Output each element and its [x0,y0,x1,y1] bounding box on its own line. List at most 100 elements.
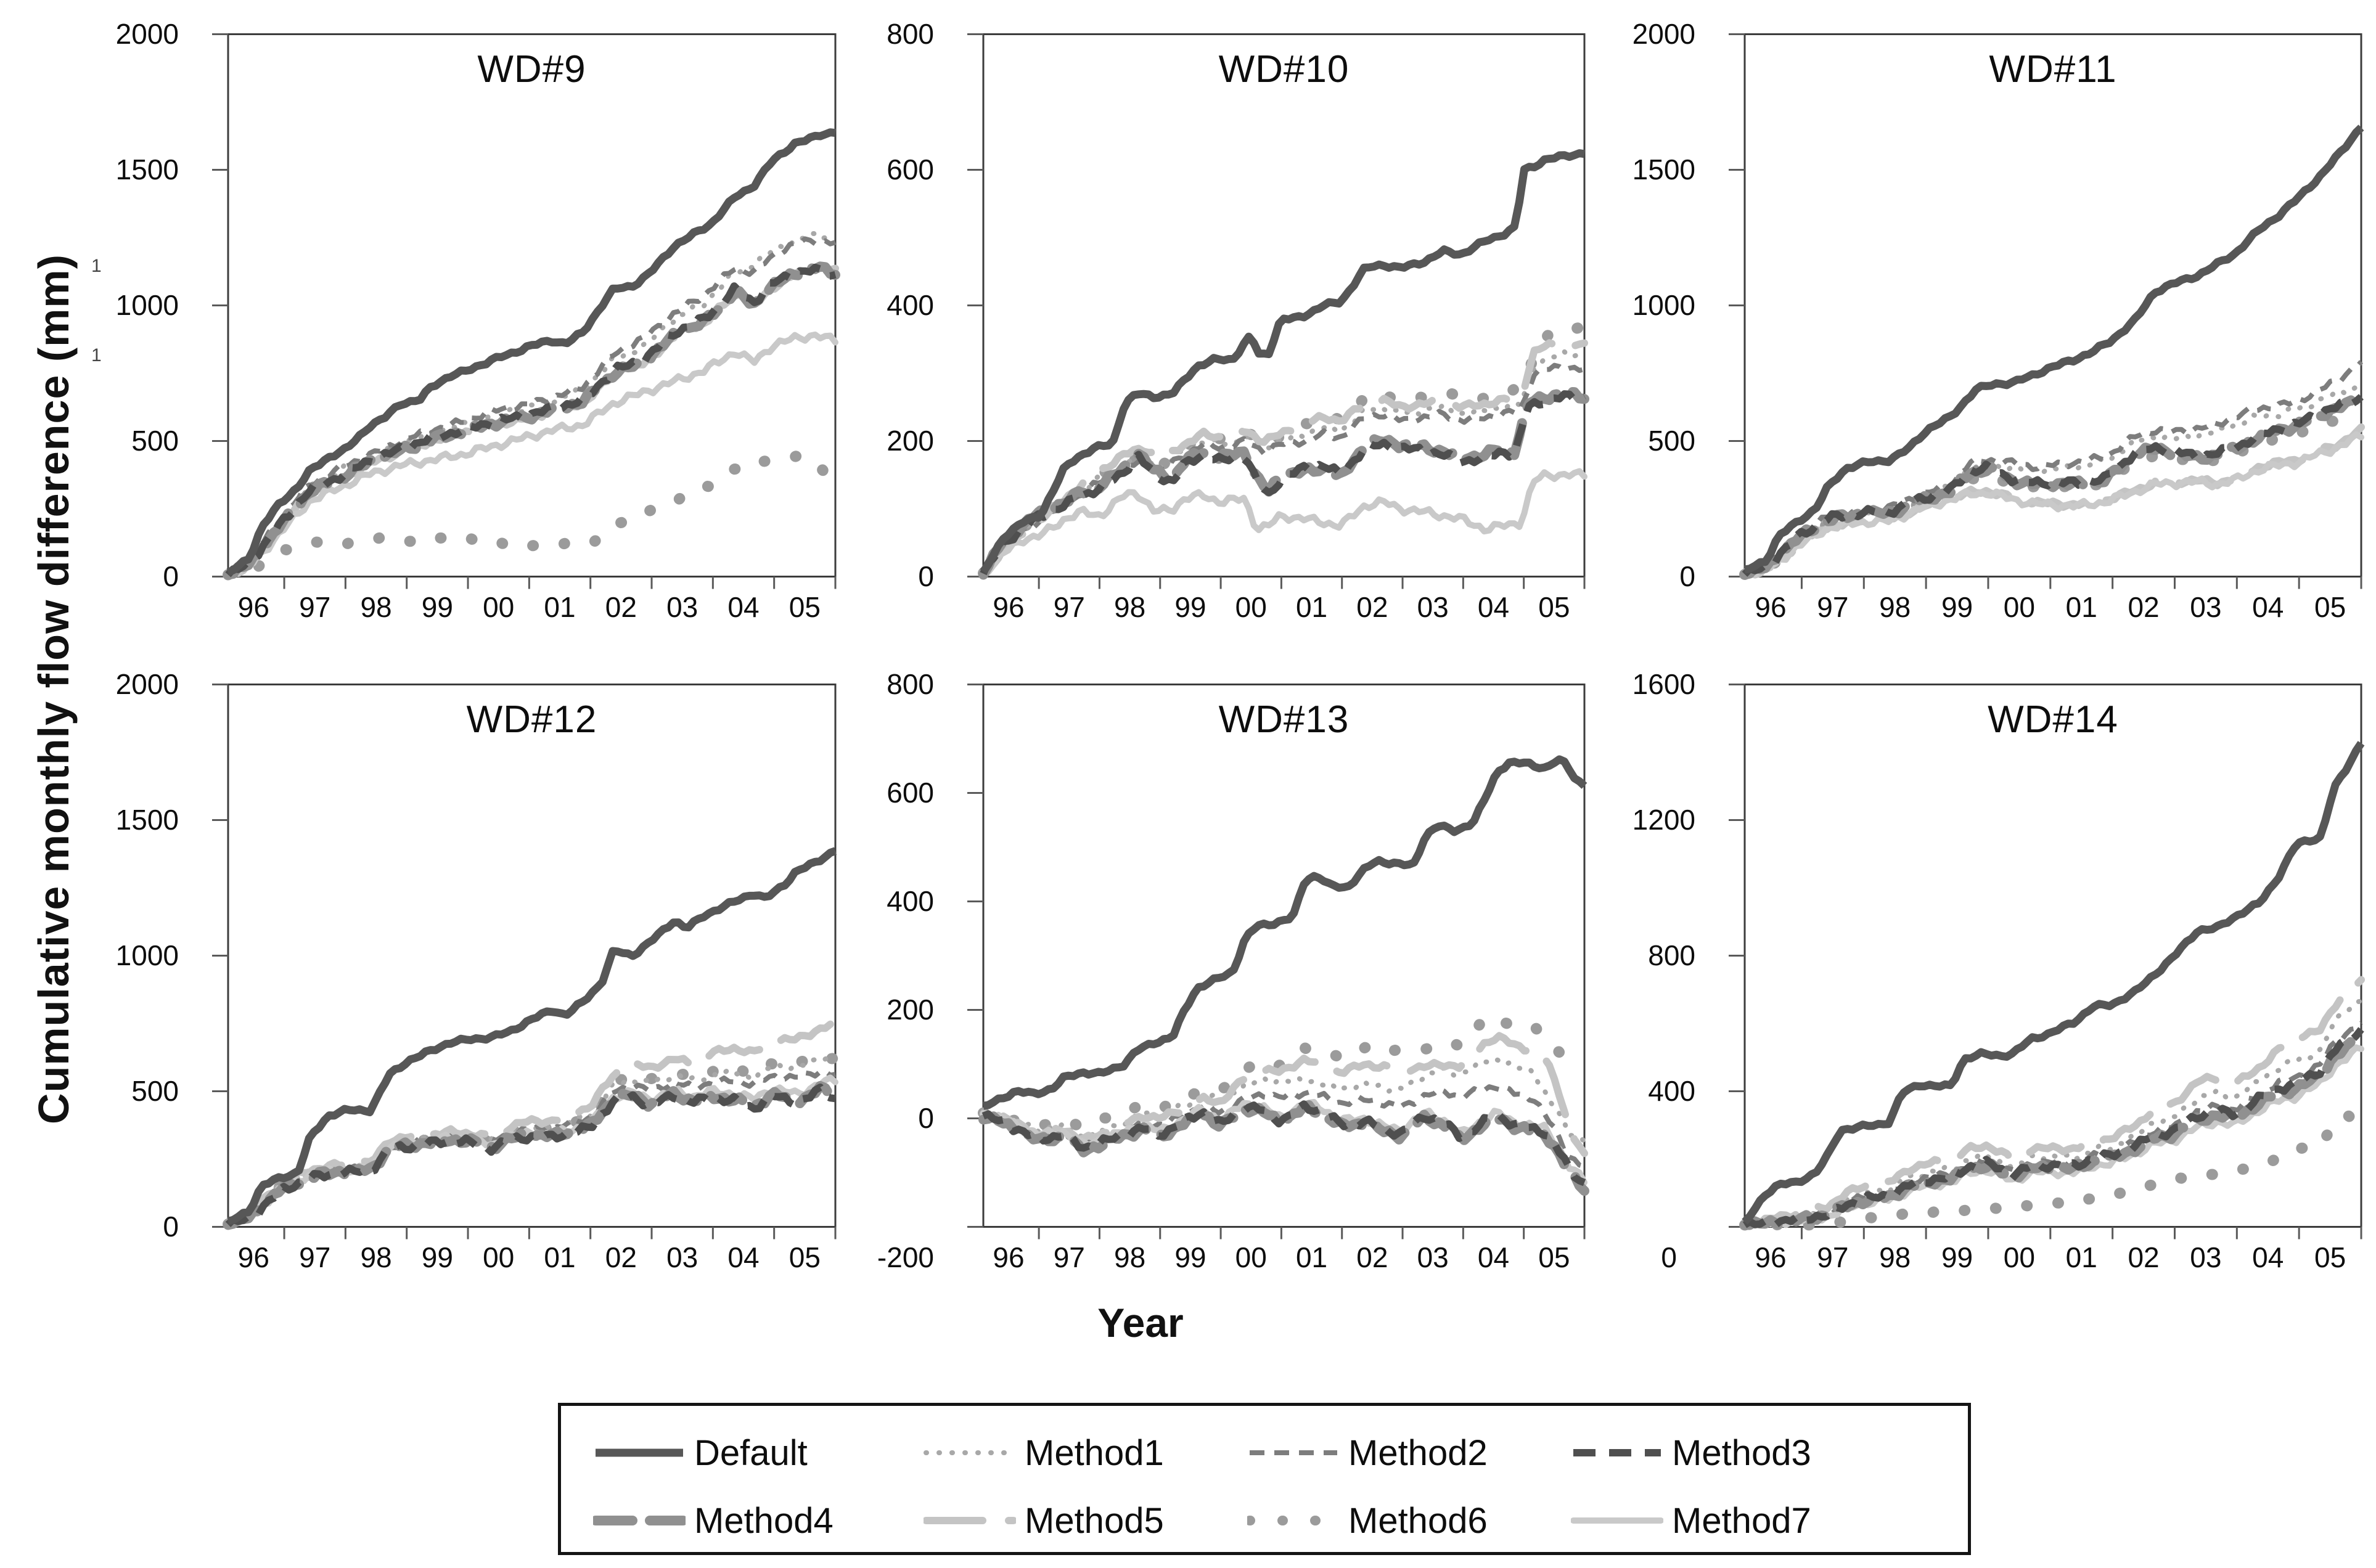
legend-item-method5: Method5 [924,1500,1164,1541]
y-tick-label: 800 [887,18,934,50]
plot-area-wd9 [212,33,841,589]
series-line-method1 [1742,998,2364,1227]
y-tick-label: -200 [877,1241,934,1273]
series-line-method2 [226,236,837,577]
series-line-method4 [978,1100,1589,1196]
series-line-default [982,755,1587,1110]
x-tick-label: 01 [2065,591,2097,623]
series-line-method3 [981,1100,1586,1186]
y-tick-label: 1500 [115,153,179,186]
x-tick-label: 02 [2128,591,2160,623]
x-tick-label: 03 [2190,1241,2222,1273]
y-tick-label: 400 [887,885,934,917]
x-tick-label: 03 [666,591,698,623]
x-tick-label: 99 [1174,591,1206,623]
y-tick-label: 2000 [1632,18,1695,50]
y-tick-label: 0 [1679,560,1695,592]
x-tick-label: 97 [1053,591,1085,623]
series-line-method3 [225,263,837,578]
legend-label: Method5 [1025,1500,1164,1541]
panel-title: WD#12 [466,698,597,741]
y-tick-label: 1000 [115,289,179,321]
x-axis-title: Year [1097,1300,1184,1345]
series-line-method3 [980,390,1586,576]
legend-item-method6: Method6 [1247,1501,1488,1541]
panel-title: WD#9 [477,48,586,91]
x-tick-label: 01 [1295,591,1328,623]
x-tick-label: 00 [2003,1241,2035,1273]
x-tick-label: 99 [421,591,453,623]
x-tick-label: 96 [993,591,1025,623]
y-tick-label: 200 [887,994,934,1026]
x-tick-label: 01 [1295,1241,1328,1273]
x-tick-label: 97 [1053,1241,1085,1273]
y-tick-label: 1500 [115,804,179,836]
x-tick-label: 02 [605,1241,637,1273]
x-tick-label: 00 [2003,591,2035,623]
x-tick-label: 97 [1817,591,1849,623]
legend-label: Method7 [1672,1500,1811,1541]
x-tick-label: 05 [2314,591,2346,623]
x-tick-label: 02 [1356,1241,1388,1273]
x-tick-label: 97 [299,591,331,623]
y-tick-label: 500 [1648,425,1695,457]
x-tick-label: 98 [1879,591,1911,623]
y-tick-label: 1600 [1632,668,1695,700]
x-tick-label: 02 [1356,591,1388,623]
series-line-method3 [225,1084,836,1227]
x-tick-label: 04 [727,1241,760,1273]
y-tick-label: 1200 [1632,804,1695,836]
y-tick-label: 2000 [115,668,179,700]
y-tick-label: 0 [918,560,934,592]
x-tick-label: 03 [1417,1241,1449,1273]
legend-label: Method4 [694,1500,834,1541]
x-tick-label: 05 [789,1241,821,1273]
series-line-method7 [980,468,1587,576]
x-tick-label: 00 [483,591,515,623]
series-line-method5 [1741,423,2365,579]
x-tick-label: 98 [1114,591,1146,623]
series-line-method2 [1744,1021,2363,1228]
plot-area-wd13 [967,684,1590,1239]
legend-label: Method2 [1348,1432,1488,1473]
series-line-default [980,149,1585,574]
y-tick-label: 0 [163,560,179,592]
x-tick-label: 04 [727,591,760,623]
x-tick-label: 01 [544,1241,576,1273]
panel-title: WD#14 [1988,698,2118,741]
legend-label: Method3 [1672,1432,1811,1473]
series-line-method7 [225,331,838,578]
series-line-method5 [980,339,1588,577]
series-line-method4 [978,386,1589,580]
x-tick-label: 05 [789,591,821,623]
x-tick-label: 96 [993,1241,1025,1273]
plot-area-wd10 [967,33,1590,589]
x-tick-label: 98 [360,1241,392,1273]
x-tick-label: 96 [1755,1241,1787,1273]
x-tick-label: 02 [605,591,637,623]
legend-label: Default [694,1432,808,1473]
x-tick-label: 98 [360,591,392,623]
x-tick-label: 97 [1817,1241,1849,1273]
series-line-method5 [224,1016,839,1228]
y-tick-label: 400 [1648,1075,1695,1107]
legend-swatch-method6 [1247,1516,1340,1525]
panel-title: WD#13 [1218,698,1350,741]
series-line-method5 [1741,976,2365,1229]
y-tick-label: 800 [1648,939,1695,971]
x-tick-label: 03 [2190,591,2222,623]
x-tick-label: 03 [666,1241,698,1273]
series-line-default [1743,125,2364,574]
y-tick-label: 0 [1661,1241,1677,1273]
series-line-method2 [981,362,1586,576]
series-line-method6 [1739,407,2367,580]
stray-mark: 1 [91,256,102,276]
legend-item-method1: Method1 [924,1433,1164,1473]
legend-item-method4: Method4 [593,1500,834,1541]
panel-title: WD#11 [1989,48,2117,91]
y-tick-label: 600 [887,777,934,809]
series-line-method5 [980,1032,1588,1158]
x-tick-label: 00 [483,1241,515,1273]
y-tick-label: 2000 [115,18,179,50]
